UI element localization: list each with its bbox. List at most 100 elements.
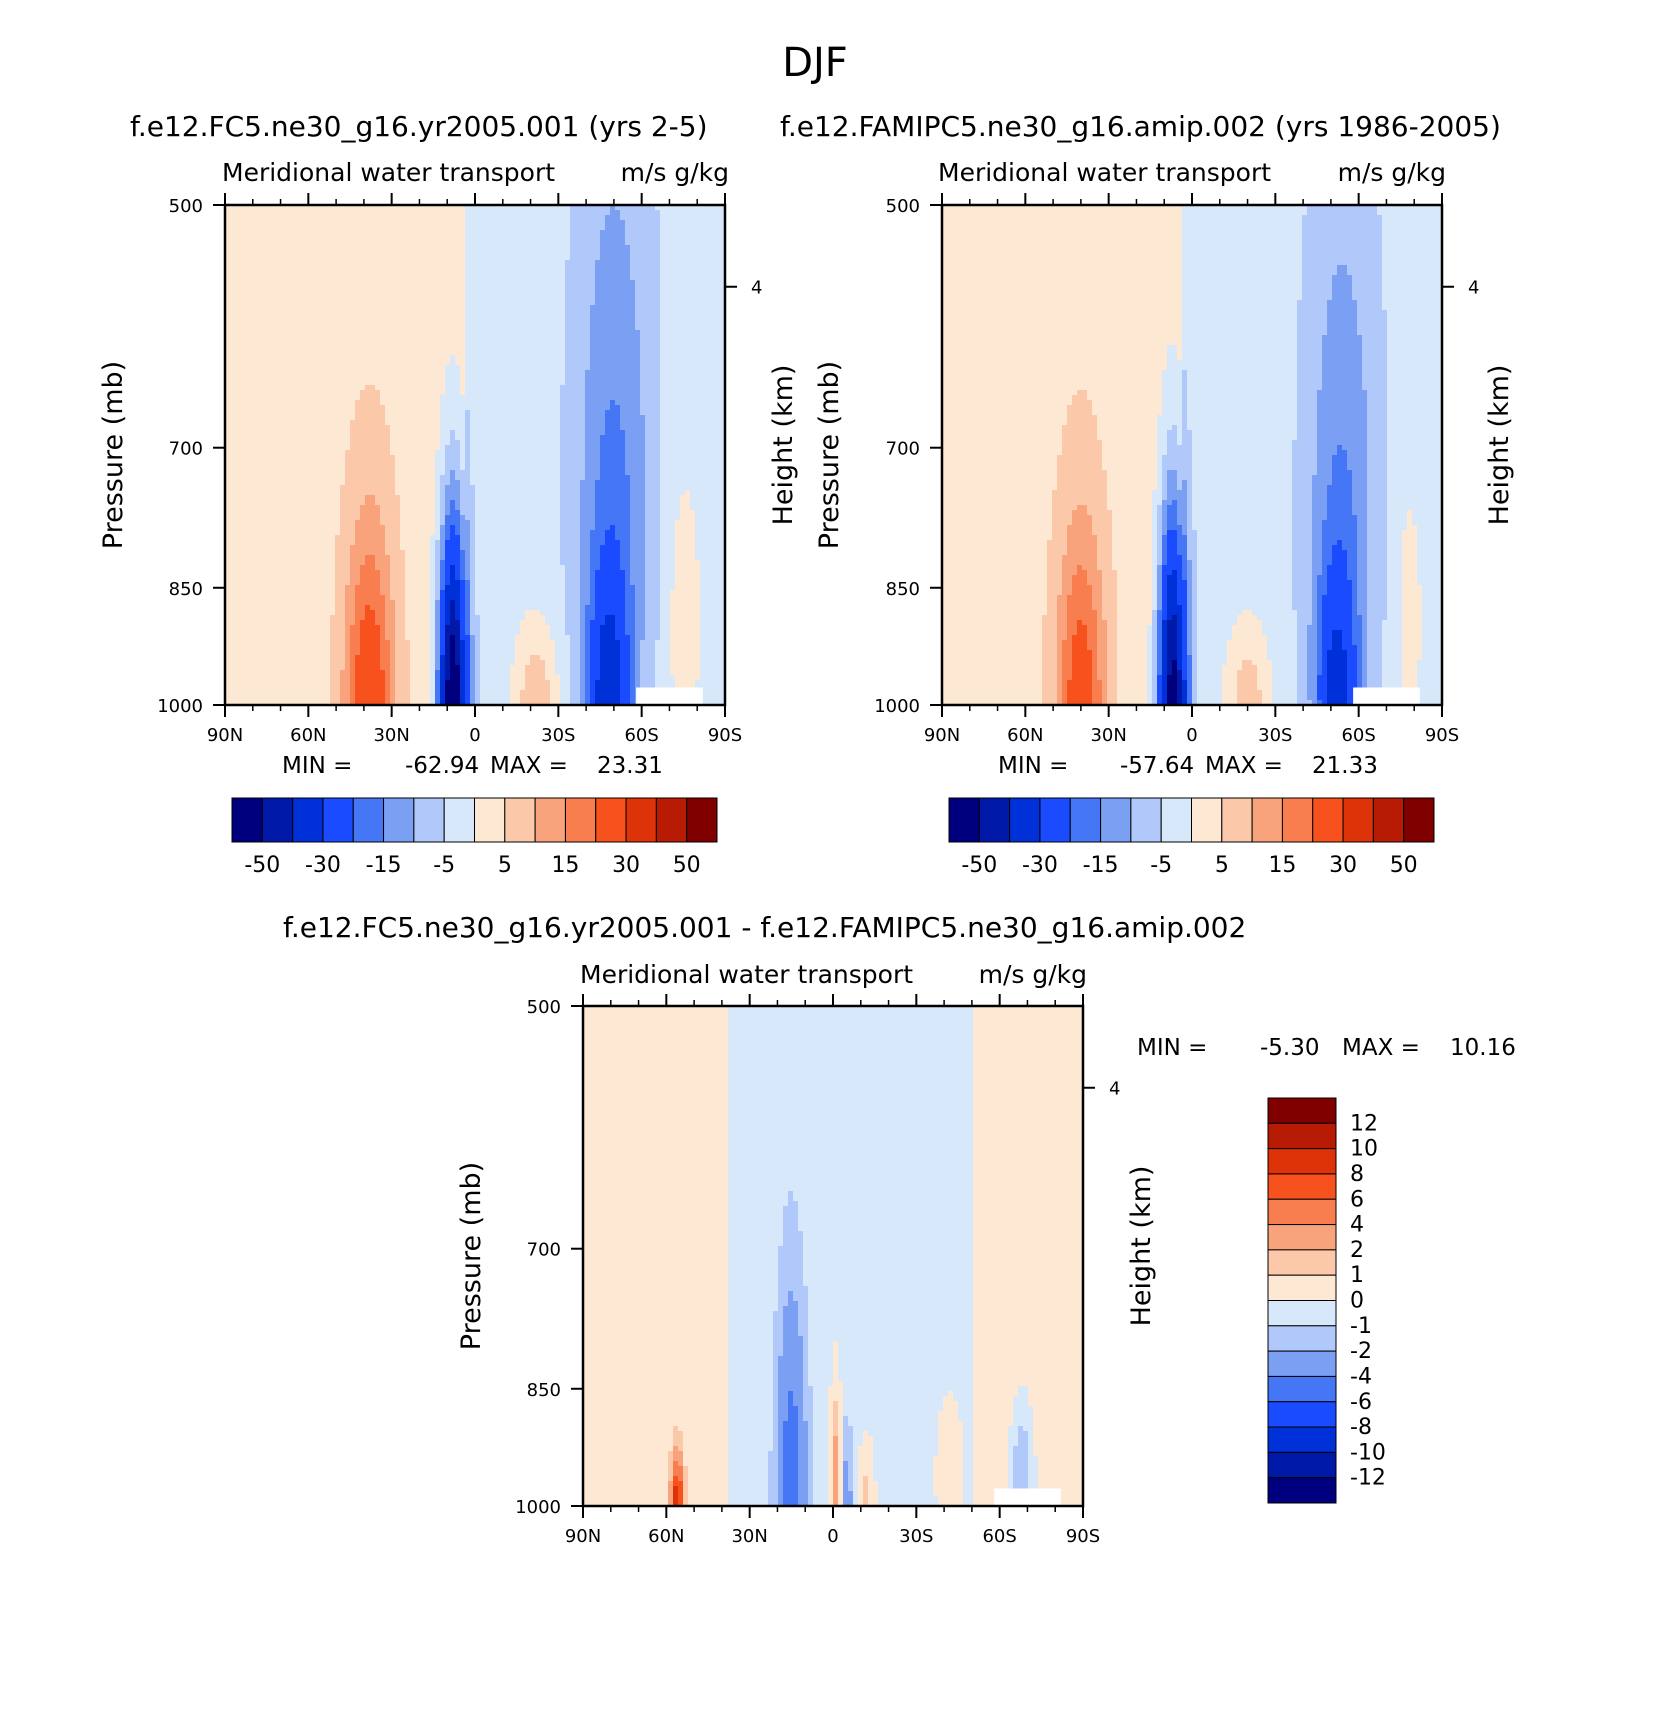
contour-cell	[590, 550, 601, 556]
contour-cell	[585, 690, 591, 696]
contour-cell	[1317, 470, 1333, 476]
contour-cell	[555, 650, 571, 656]
contour-cell	[1382, 235, 1443, 241]
contour-cell	[1347, 555, 1358, 561]
contour-cell	[1167, 590, 1178, 596]
contour-cell	[565, 370, 586, 376]
contour-cell	[565, 315, 591, 321]
contour-cell	[778, 1301, 789, 1307]
contour-cell	[808, 1301, 974, 1307]
contour-cell	[660, 430, 726, 436]
contour-cell	[1013, 1471, 1029, 1477]
contour-cell	[942, 305, 1183, 311]
contour-cell	[225, 230, 466, 236]
contour-cell	[798, 1301, 809, 1307]
contour-cell	[1357, 520, 1368, 526]
contour-cell	[1097, 535, 1113, 541]
contour-cell	[1162, 615, 1168, 621]
contour-cell	[630, 505, 646, 511]
contour-cell	[1167, 480, 1178, 486]
contour-cell	[1367, 515, 1388, 521]
contour-cell	[435, 455, 446, 461]
contour-cell	[430, 600, 436, 606]
contour-cell	[1312, 605, 1318, 611]
contour-cell	[1387, 560, 1403, 566]
contour-cell	[580, 655, 586, 661]
contour-cell	[395, 455, 436, 461]
contour-cell	[330, 670, 341, 676]
contour-cell	[645, 465, 661, 471]
contour-cell	[405, 595, 431, 601]
contour-cell	[973, 1446, 1009, 1452]
contour-cell	[1152, 690, 1158, 696]
contour-cell	[445, 630, 461, 636]
contour-cell	[520, 620, 546, 626]
contour-cell	[678, 1446, 684, 1452]
contour-cell	[1117, 615, 1153, 621]
contour-cell	[583, 1376, 729, 1382]
contour-cell	[1147, 695, 1153, 701]
contour-cell	[1402, 680, 1418, 686]
contour-cell	[450, 430, 456, 436]
contour-cell	[1177, 640, 1183, 646]
contour-cell	[700, 665, 726, 671]
contour-cell	[565, 280, 596, 286]
contour-cell	[1167, 360, 1298, 366]
contour-cell	[465, 620, 471, 626]
contour-cell	[1177, 435, 1183, 441]
contour-cell	[225, 360, 451, 366]
contour-cell	[1352, 585, 1358, 591]
contour-cell	[783, 1326, 799, 1332]
contour-cell	[345, 605, 356, 611]
contour-cell	[1272, 695, 1298, 701]
y-axis-label-right: Height (km)	[768, 365, 799, 526]
contour-cell	[620, 560, 631, 566]
contour-cell	[1417, 685, 1443, 691]
contour-cell	[450, 530, 456, 536]
contour-cell	[435, 560, 441, 566]
contour-cell	[625, 580, 631, 586]
contour-cell	[1092, 600, 1103, 606]
contour-cell	[630, 265, 661, 271]
contour-cell	[565, 260, 596, 266]
contour-cell	[863, 1481, 869, 1487]
contour-cell	[645, 455, 661, 461]
contour-cell	[1172, 425, 1178, 431]
contour-cell	[395, 680, 411, 686]
x-tick-label: 30N	[1090, 725, 1126, 746]
contour-cell	[853, 1496, 859, 1502]
contour-cell	[583, 1116, 729, 1122]
contour-cell	[1057, 635, 1068, 641]
contour-cell	[942, 555, 1048, 561]
contour-cell	[475, 680, 481, 686]
contour-cell	[395, 630, 406, 636]
contour-cell	[942, 320, 1183, 326]
contour-cell	[585, 685, 591, 691]
contour-cell	[1402, 620, 1423, 626]
contour-cell	[1182, 630, 1188, 636]
contour-cell	[430, 570, 436, 576]
contour-cell	[1062, 590, 1073, 596]
contour-cell	[1402, 595, 1423, 601]
contour-cell	[1072, 575, 1088, 581]
contour-cell	[1187, 405, 1298, 411]
contour-cell	[475, 645, 481, 651]
contour-cell	[435, 695, 441, 701]
contour-cell	[580, 650, 586, 656]
contour-cell	[1182, 370, 1188, 376]
contour-cell	[570, 640, 581, 646]
contour-cell	[645, 605, 661, 611]
contour-cell	[1182, 250, 1303, 256]
contour-cell	[635, 675, 641, 681]
contour-cell	[583, 1486, 669, 1492]
contour-cell	[798, 1456, 809, 1462]
contour-cell	[645, 470, 661, 476]
contour-cell	[1182, 265, 1303, 271]
contour-cell	[660, 515, 681, 521]
contour-cell	[465, 425, 471, 431]
contour-cell	[833, 1346, 839, 1352]
contour-cell	[355, 520, 381, 526]
contour-cell	[660, 385, 726, 391]
contour-cell	[475, 600, 566, 606]
contour-cell	[808, 1361, 834, 1367]
